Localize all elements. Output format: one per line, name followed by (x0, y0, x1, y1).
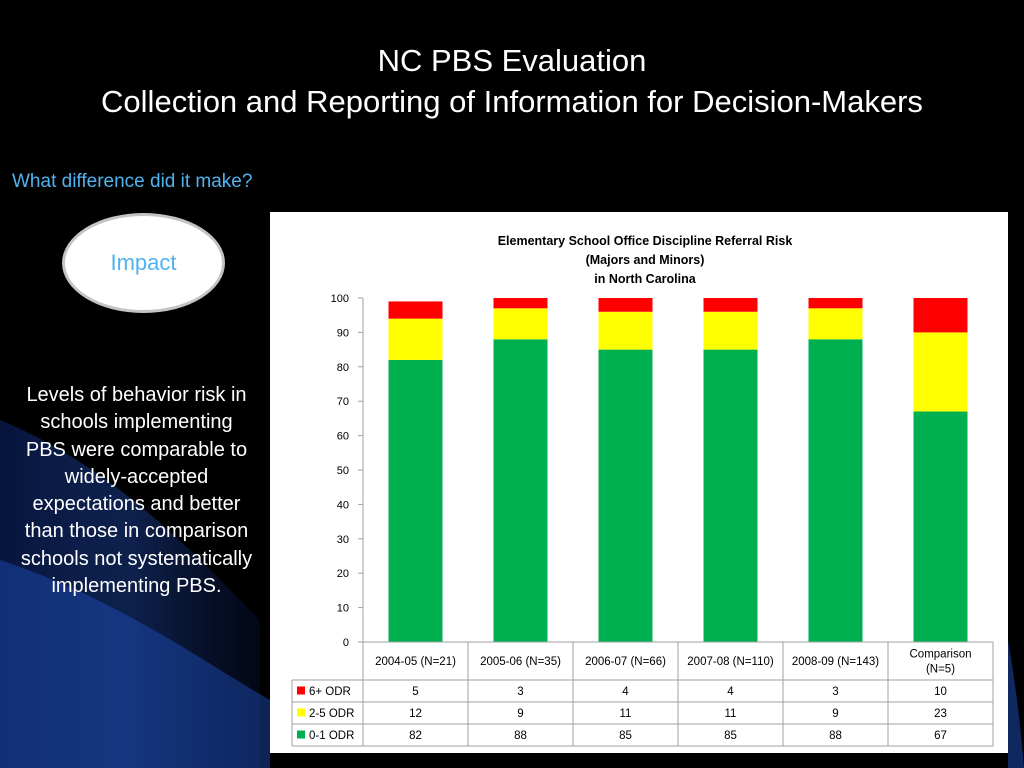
table-value: 4 (622, 686, 629, 698)
table-value: 85 (724, 730, 737, 742)
slide-title-line1: NC PBS Evaluation (377, 43, 647, 78)
category-label: 2007-08 (N=110) (687, 656, 774, 668)
slide-title: NC PBS Evaluation Collection and Reporti… (0, 40, 1024, 122)
bar-segment (703, 349, 758, 642)
bar-segment (913, 298, 968, 333)
table-value: 23 (934, 708, 947, 720)
bar-segment (598, 349, 653, 642)
y-tick-label: 40 (337, 499, 349, 511)
legend-label: 2-5 ODR (309, 708, 354, 720)
category-label: 2006-07 (N=66) (585, 656, 666, 668)
bar-segment (808, 298, 863, 309)
bar-segment (388, 301, 443, 319)
bar-segment (913, 411, 968, 642)
bar-segment (598, 311, 653, 350)
table-value: 9 (517, 708, 523, 720)
bar-segment (388, 318, 443, 360)
stacked-bar-chart: 0 10 20 30 40 50 60 70 80 90 100 2004-05 (N=21) 2005… (291, 293, 994, 747)
legend-swatch (297, 708, 305, 717)
y-tick-label: 20 (337, 568, 349, 580)
legend-label: 6+ ODR (309, 686, 351, 698)
category-label: 2005-06 (N=35) (480, 656, 561, 668)
y-tick-label: 50 (337, 465, 349, 477)
slide-subtitle: What difference did it make? (12, 171, 253, 192)
category-label: 2008-09 (N=143) (792, 656, 879, 668)
slide-title-line2: Collection and Reporting of Information … (101, 84, 923, 119)
y-tick-label: 90 (337, 327, 349, 339)
bar-segment (703, 311, 758, 350)
y-tick-label: 100 (331, 293, 349, 305)
category-label: Comparison (910, 649, 972, 661)
table-value: 9 (832, 708, 838, 720)
legend-swatch (297, 730, 305, 739)
chart-title-line2: (Majors and Minors) (585, 253, 705, 267)
category-label: 2004-05 (N=21) (375, 656, 456, 668)
table-value: 88 (829, 730, 842, 742)
impact-label: Impact (110, 250, 177, 275)
impact-oval: Impact (62, 213, 225, 313)
chart-title-line3: in North Carolina (594, 272, 696, 286)
bar-segment (913, 332, 968, 412)
bar-segment (703, 298, 758, 312)
bar-segment (808, 339, 863, 642)
y-tick-label: 0 (343, 637, 349, 649)
bar-segment (493, 339, 548, 642)
table-value: 3 (517, 686, 523, 698)
table-value: 11 (620, 708, 632, 720)
table-value: 3 (832, 686, 838, 698)
category-label: (N=5) (926, 664, 955, 676)
bar-segment (493, 308, 548, 340)
table-value: 85 (619, 730, 632, 742)
bar-segment (808, 308, 863, 340)
table-value: 10 (934, 686, 947, 698)
chart-title-line1: Elementary School Office Discipline Refe… (497, 234, 793, 248)
table-value: 5 (412, 686, 418, 698)
y-tick-label: 10 (337, 603, 349, 615)
bar-segment (388, 359, 443, 642)
legend-swatch (297, 686, 305, 695)
table-value: 4 (727, 686, 734, 698)
table-value: 67 (934, 730, 947, 742)
y-tick-label: 60 (337, 431, 349, 443)
chart-title: Elementary School Office Discipline Refe… (270, 232, 1020, 289)
table-value: 11 (725, 708, 737, 720)
body-text: Levels of behavior risk in schools imple… (20, 384, 253, 598)
table-value: 12 (409, 708, 422, 720)
table-value: 82 (409, 730, 422, 742)
chart-panel: Elementary School Office Discipline Refe… (270, 212, 1008, 753)
y-tick-label: 70 (337, 396, 349, 408)
y-tick-label: 80 (337, 362, 349, 374)
legend-label: 0-1 ODR (309, 730, 354, 742)
y-tick-label: 30 (337, 534, 349, 546)
table-value: 88 (514, 730, 527, 742)
bar-segment (493, 298, 548, 309)
bar-segment (598, 298, 653, 312)
